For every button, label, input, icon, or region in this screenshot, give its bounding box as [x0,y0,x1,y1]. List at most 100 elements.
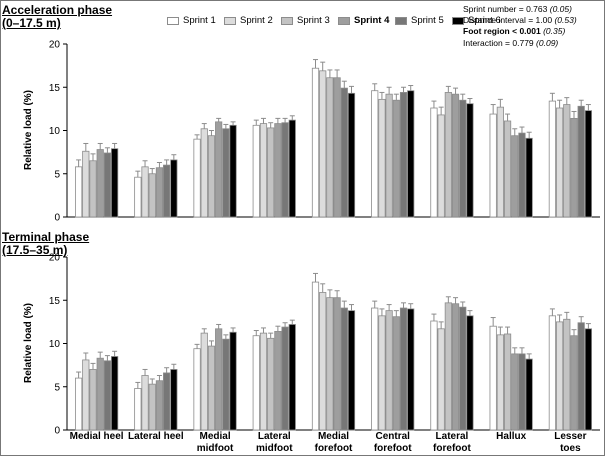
legend-swatch-sprint-5 [395,16,407,25]
legend-item-sprint-2: Sprint 2 [224,15,273,26]
acceleration-bar-lateral-forefoot-sprint-6 [466,103,474,218]
terminal-bar-lateral-forefoot-sprint-1 [430,320,438,431]
acceleration-bar-medial-forefoot-sprint-2 [319,70,327,218]
terminal-bar-medial-heel-sprint-6 [111,356,119,431]
acceleration-bar-medial-heel-sprint-1 [75,166,83,218]
stat-distance-interval: Distance interval = 1.00 (0.53) [463,15,577,26]
terminal-bar-lesser-toes-sprint-3 [563,318,571,431]
acceleration-bar-medial-midfoot-sprint-5 [222,128,230,218]
category-label-lesser-toes: toes [560,443,581,454]
terminal-bar-medial-heel-sprint-3 [89,369,97,431]
stat-sprint-number: Sprint number = 0.763 (0.05) [463,4,577,15]
acceleration-bar-lateral-midfoot-sprint-2 [259,123,268,218]
terminal-bar-lateral-forefoot-sprint-6 [466,315,474,431]
terminal-bar-lateral-midfoot-sprint-3 [267,337,275,431]
acceleration-y-tick-label: 5 [54,169,60,180]
stat-value: 1.00 [535,15,553,26]
terminal-bar-hallux-sprint-3 [503,333,512,431]
terminal-bar-medial-forefoot-sprint-2 [319,292,327,431]
legend-swatch-sprint-4 [338,16,350,25]
acceleration-phase-title: Acceleration phase (0–17.5 m) [2,4,112,30]
acceleration-bar-medial-forefoot-sprint-4 [333,77,341,218]
acceleration-bar-medial-forefoot-sprint-6 [347,92,356,218]
legend-swatch-sprint-2 [224,16,236,25]
acceleration-bar-medial-heel-sprint-6 [111,148,119,218]
terminal-bar-central-forefoot-sprint-5 [399,307,408,431]
legend-label-sprint-1: Sprint 1 [183,15,216,26]
legend-label-sprint-2: Sprint 2 [240,15,273,26]
acceleration-bar-hallux-sprint-4 [511,135,519,218]
acceleration-bar-lateral-midfoot-sprint-5 [281,122,289,218]
acceleration-bar-medial-midfoot-sprint-2 [200,128,208,218]
stat-interaction: Interaction = 0.779 (0.09) [463,38,577,49]
terminal-bar-lateral-midfoot-sprint-2 [259,332,268,431]
terminal-bar-lesser-toes-sprint-4 [570,335,578,431]
category-label-lateral-midfoot: midfoot [256,443,293,454]
category-label-lateral-forefoot: forefoot [433,443,471,454]
acceleration-bar-hallux-sprint-2 [496,106,504,218]
terminal-bar-medial-heel-sprint-4 [96,357,104,431]
category-label-medial-forefoot: Medial [318,431,349,442]
legend-swatch-sprint-3 [281,16,293,25]
legend-label-sprint-6: Sprint 6 [468,15,501,26]
legend-swatch-sprint-1 [167,16,179,25]
terminal-bar-medial-midfoot-sprint-3 [207,345,216,431]
stat-note: (0.53) [554,15,577,26]
terminal-bar-hallux-sprint-4 [511,353,519,431]
terminal-bar-lateral-forefoot-sprint-4 [451,303,460,431]
legend-item-sprint-6: Sprint 6 [452,15,501,26]
legend-item-sprint-3: Sprint 3 [281,15,330,26]
terminal-bar-lateral-heel-sprint-2 [141,375,149,431]
acceleration-bar-central-forefoot-sprint-1 [371,90,379,218]
terminal-bar-lateral-forefoot-sprint-2 [437,328,445,431]
terminal-phase-title-text: Terminal phase [2,230,90,244]
legend-item-sprint-4: Sprint 4 [338,15,389,26]
terminal-bar-hallux-sprint-5 [518,353,526,431]
terminal-bar-lateral-forefoot-sprint-3 [444,302,452,431]
acceleration-bar-medial-midfoot-sprint-1 [193,138,201,218]
acceleration-bar-lesser-toes-sprint-5 [577,105,585,218]
acceleration-y-tick-label: 0 [54,213,60,224]
acceleration-bar-lateral-forefoot-sprint-4 [451,93,460,218]
terminal-bar-lesser-toes-sprint-5 [577,322,585,431]
terminal-bar-hallux-sprint-2 [496,334,504,431]
terminal-bar-medial-heel-sprint-5 [103,360,112,431]
terminal-bar-central-forefoot-sprint-3 [385,310,393,431]
acceleration-bar-lateral-heel-sprint-5 [163,164,171,218]
acceleration-bar-central-forefoot-sprint-3 [385,93,393,218]
legend-item-sprint-1: Sprint 1 [167,15,216,26]
terminal-bar-medial-heel-sprint-1 [75,377,83,431]
terminal-phase-subtitle-text: (17.5–35 m) [2,243,68,257]
terminal-bar-medial-forefoot-sprint-6 [347,310,356,431]
legend-swatch-sprint-6 [452,16,464,25]
terminal-y-tick-label: 5 [54,382,60,393]
terminal-bar-lateral-heel-sprint-3 [148,383,156,431]
acceleration-bar-central-forefoot-sprint-2 [378,98,386,218]
acceleration-bar-hallux-sprint-3 [503,120,512,218]
terminal-bar-lateral-heel-sprint-5 [163,372,171,431]
stat-note: (0.09) [536,37,559,48]
acceleration-bar-lesser-toes-sprint-4 [570,117,578,218]
terminal-bar-lateral-midfoot-sprint-6 [288,324,296,431]
stat-note: (0.35) [543,26,566,37]
terminal-bar-central-forefoot-sprint-1 [371,307,379,431]
terminal-bar-medial-midfoot-sprint-5 [222,338,230,431]
terminal-bar-medial-heel-sprint-2 [82,359,90,431]
category-label-medial-forefoot: forefoot [315,443,353,454]
acceleration-bar-medial-forefoot-sprint-5 [340,87,348,218]
acceleration-bar-hallux-sprint-6 [525,137,533,218]
category-label-lateral-midfoot: Lateral [258,431,291,442]
stat-value: 0.779 [512,37,534,48]
category-label-medial-heel: Medial heel [70,431,124,442]
acceleration-bar-medial-forefoot-sprint-3 [326,77,334,218]
terminal-phase-title: Terminal phase (17.5–35 m) [2,231,89,257]
terminal-bar-medial-midfoot-sprint-2 [200,332,208,431]
terminal-y-tick-label: 0 [54,426,60,437]
acceleration-bar-lateral-heel-sprint-6 [170,159,178,218]
terminal-y-tick-label: 10 [49,339,61,350]
stat-label: Foot region < [463,26,520,37]
acceleration-bar-medial-midfoot-sprint-3 [207,135,216,218]
statistics-block: Sprint number = 0.763 (0.05) Distance in… [463,4,577,49]
terminal-bar-lesser-toes-sprint-1 [548,315,556,431]
